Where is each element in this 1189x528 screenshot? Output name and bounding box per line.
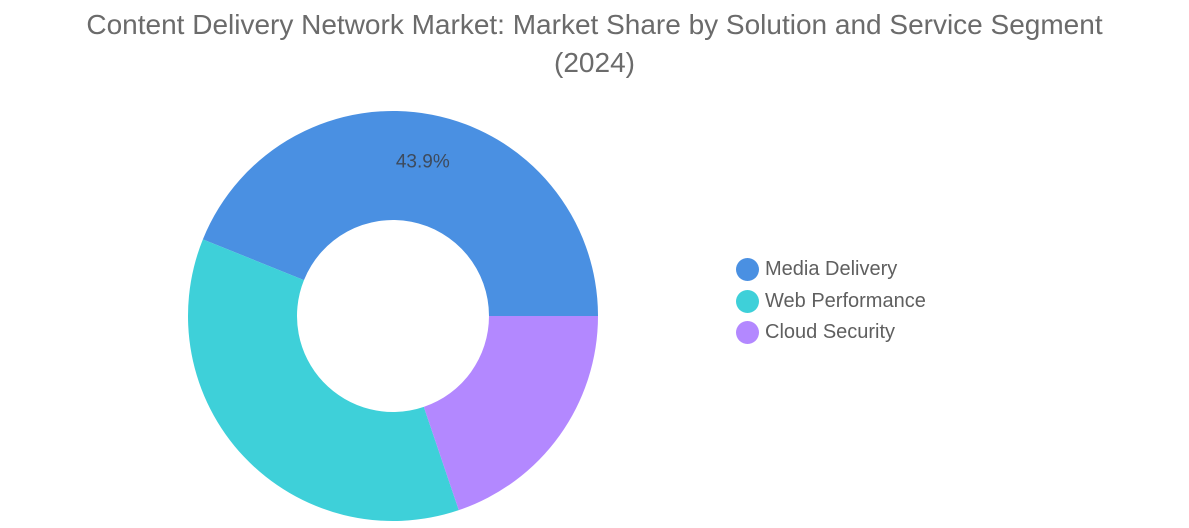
legend-swatch	[736, 321, 759, 345]
legend: Media Delivery Web Performance Cloud Sec…	[736, 254, 926, 349]
data-label-media-delivery: 43.9%	[396, 151, 450, 172]
slice-cloud-security[interactable]	[423, 316, 598, 511]
legend-item-cloud-security[interactable]: Cloud Security	[736, 317, 926, 349]
slices-group	[188, 110, 598, 521]
legend-item-web-performance[interactable]: Web Performance	[736, 286, 926, 318]
slice-media-delivery[interactable]	[202, 110, 598, 316]
legend-label: Cloud Security	[765, 321, 896, 344]
slice-web-performance[interactable]	[188, 239, 459, 521]
legend-item-media-delivery[interactable]: Media Delivery	[736, 254, 926, 286]
legend-swatch	[736, 258, 759, 282]
labels-group: 43.9%	[396, 151, 450, 172]
legend-label: Media Delivery	[765, 258, 898, 281]
legend-swatch	[736, 289, 759, 313]
legend-label: Web Performance	[765, 289, 926, 312]
chart-title: Content Delivery Network Market: Market …	[86, 9, 1103, 78]
